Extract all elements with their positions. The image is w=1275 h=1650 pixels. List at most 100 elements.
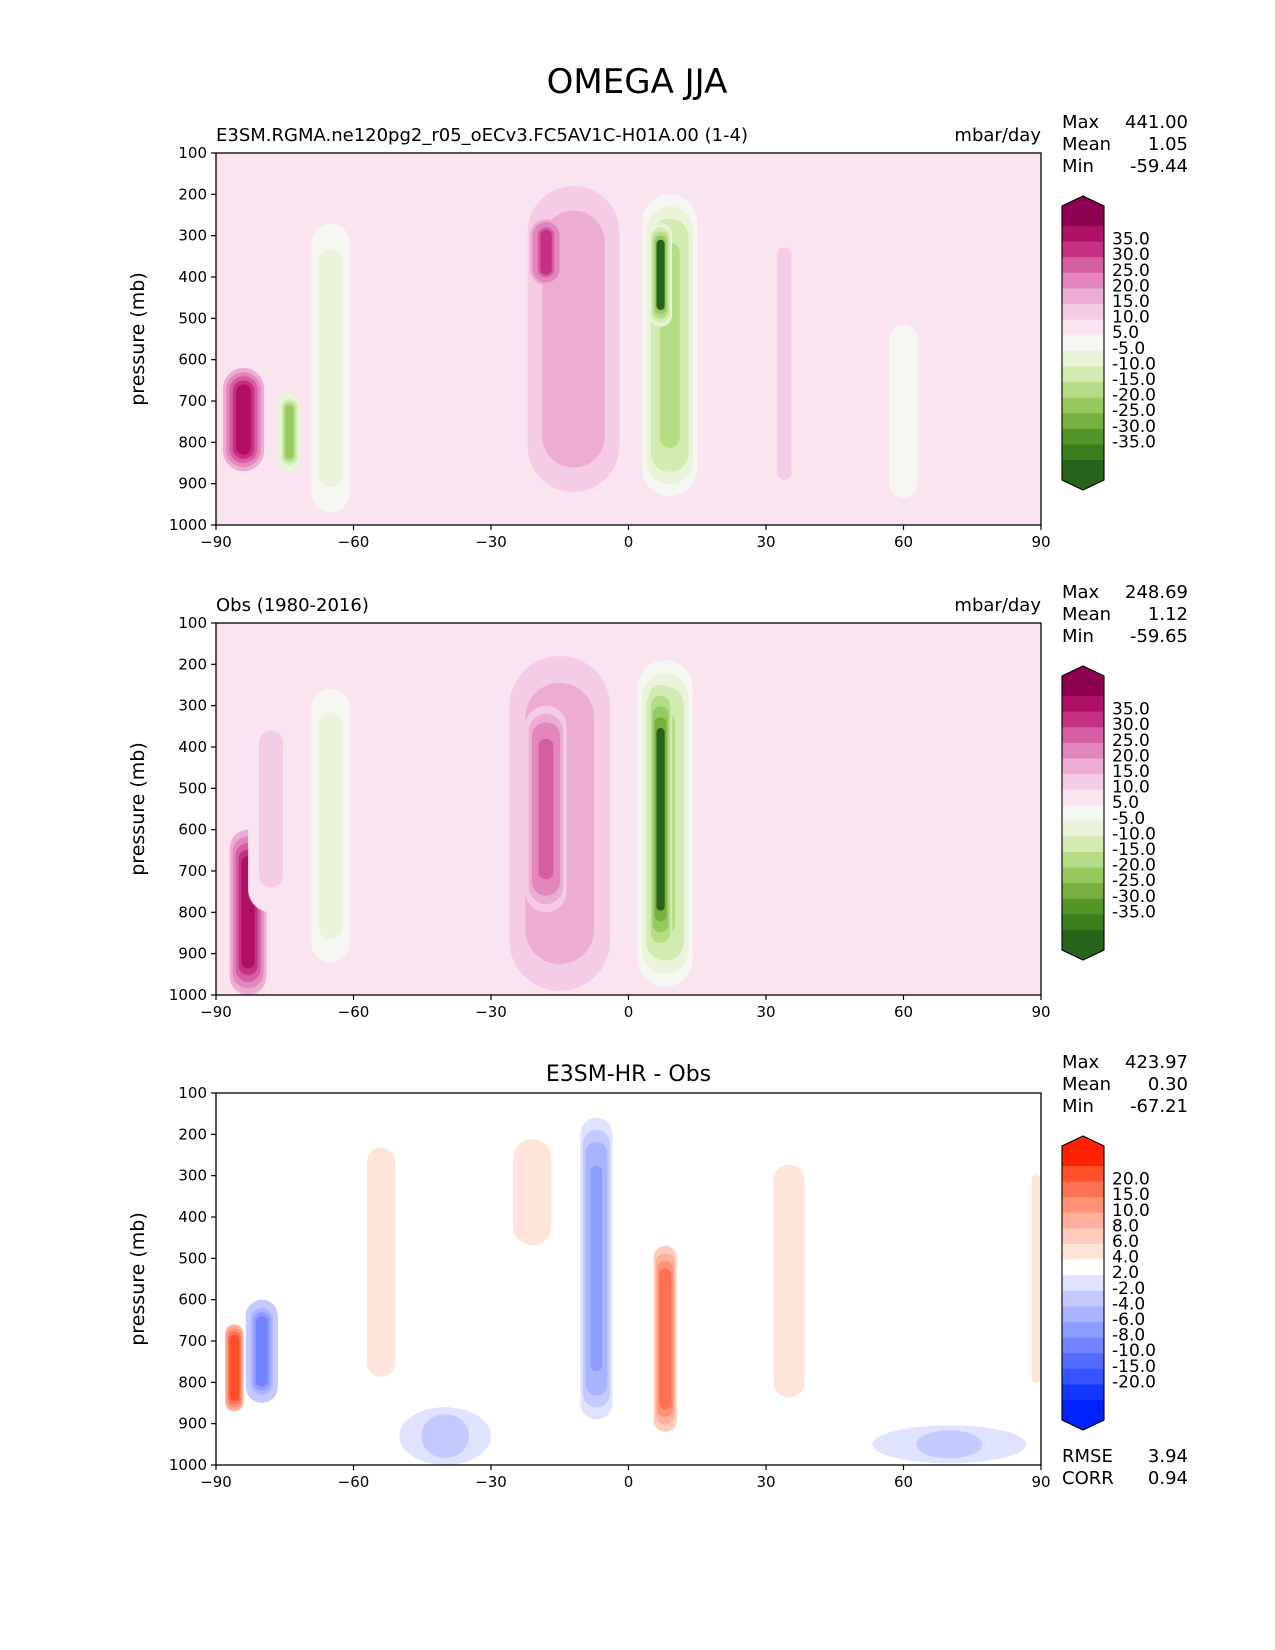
colorbar-label: 8.0 [1112, 1216, 1139, 1236]
colorbar-label: 15.0 [1112, 762, 1150, 782]
y-tick-label: 100 [178, 144, 207, 162]
x-tick-label: 90 [1031, 1003, 1050, 1021]
colorbar-label: -10.0 [1112, 354, 1156, 374]
contour-feature-1 [580, 1117, 613, 1420]
y-axis-label: pressure (mb) [127, 272, 149, 406]
contour-shell [824, 854, 891, 962]
colorbar-segment [1062, 1197, 1104, 1214]
colorbar-label: 20.0 [1112, 276, 1150, 296]
colorbar-label: -30.0 [1112, 887, 1156, 907]
y-tick-label: 600 [178, 821, 207, 839]
stat-value: 441.00 [1125, 112, 1188, 133]
y-tick-label: 800 [178, 903, 207, 921]
stat-label: Min [1062, 626, 1094, 647]
colorbar-segment [1062, 350, 1104, 367]
y-tick-label: 600 [178, 1291, 207, 1309]
colorbar-segment [1062, 1259, 1104, 1276]
contour-feature-2 [653, 1245, 677, 1432]
colorbar-segment [1062, 444, 1104, 461]
colorbar-label: -15.0 [1112, 1357, 1156, 1377]
contour-feature-6 [225, 1324, 244, 1412]
contour-feature-4 [509, 1134, 556, 1251]
y-tick-label: 1000 [169, 1456, 207, 1474]
stat-label: Max [1062, 1052, 1100, 1073]
x-tick-label: −90 [200, 1473, 232, 1491]
colorbar-label: -5.0 [1112, 809, 1145, 829]
colorbar-segment [1062, 428, 1104, 445]
x-tick-label: 0 [624, 533, 634, 551]
contour-shell [893, 334, 914, 489]
contour-shell [656, 239, 665, 311]
colorbar-label: 15.0 [1112, 1185, 1150, 1205]
colorbar-label: 6.0 [1112, 1232, 1139, 1252]
units-label: mbar/day [954, 595, 1041, 616]
colorbar-segment [1062, 774, 1104, 791]
x-tick-label: −60 [338, 1003, 370, 1021]
y-tick-label: 500 [178, 1249, 207, 1267]
contour-shell [322, 261, 339, 475]
y-tick-label: 1000 [169, 516, 207, 534]
y-tick-label: 500 [178, 309, 207, 327]
colorbar-segment [1062, 1244, 1104, 1261]
y-tick-label: 200 [178, 1125, 207, 1143]
contour-feature-8 [770, 210, 799, 517]
colorbar-label: -20.0 [1112, 856, 1156, 876]
contour-shell [590, 1166, 603, 1372]
colorbar-segment [1062, 836, 1104, 853]
colorbar-segment [1062, 758, 1104, 775]
stat-label: Min [1062, 156, 1094, 177]
colorbar-segment [1062, 1166, 1104, 1183]
panel-title: E3SM.RGMA.ne120pg2_r05_oECv3.FC5AV1C-H01… [216, 125, 748, 146]
stat-value: 1.12 [1148, 604, 1188, 625]
colorbar-label: -25.0 [1112, 401, 1156, 421]
colorbar-label: 20.0 [1112, 1170, 1150, 1190]
x-tick-label: −30 [475, 1003, 507, 1021]
plot-area [216, 1093, 1041, 1465]
colorbar-under-cap [1062, 1400, 1104, 1430]
contour-shell [540, 229, 552, 275]
y-tick-label: 400 [178, 738, 207, 756]
colorbar-segment [1062, 696, 1104, 713]
stat-label: Max [1062, 582, 1100, 603]
contour-feature-10 [1029, 1155, 1041, 1403]
colorbar-label: -30.0 [1112, 417, 1156, 437]
colorbar-label: -4.0 [1112, 1294, 1145, 1314]
colorbar-label: 2.0 [1112, 1263, 1139, 1283]
y-tick-label: 700 [178, 392, 207, 410]
x-tick-label: 0 [624, 1473, 634, 1491]
contour-shell [256, 1316, 268, 1387]
y-tick-label: 100 [178, 1084, 207, 1102]
x-tick-label: −60 [338, 533, 370, 551]
colorbar: 20.015.010.08.06.04.02.0-2.0-4.0-6.0-8.0… [1061, 1135, 1156, 1431]
x-tick-label: 30 [756, 1003, 775, 1021]
contour-shell [1033, 1194, 1039, 1364]
contour-features [222, 186, 931, 525]
colorbar-segment [1062, 413, 1104, 430]
y-tick-label: 900 [178, 475, 207, 493]
contour-feature-5 [307, 210, 354, 525]
x-tick-label: 30 [756, 533, 775, 551]
colorbar-segment [1062, 711, 1104, 728]
colorbar-segment [1062, 898, 1104, 915]
panel-title: Obs (1980-2016) [216, 595, 369, 616]
contour-features [225, 1117, 1041, 1465]
colorbar-segment [1062, 1275, 1104, 1292]
contour-shell [557, 235, 590, 443]
colorbar-segment [1062, 335, 1104, 352]
colorbar-segment [1062, 1212, 1104, 1229]
x-tick-label: 0 [624, 1003, 634, 1021]
colorbar-over-cap [1062, 666, 1104, 696]
y-tick-label: 900 [178, 1415, 207, 1433]
colorbar-segment [1062, 883, 1104, 900]
metric-value: 3.94 [1148, 1446, 1188, 1467]
y-axis-label: pressure (mb) [127, 742, 149, 876]
colorbar-over-cap [1062, 1136, 1104, 1166]
colorbar-label: 25.0 [1112, 731, 1150, 751]
x-tick-label: −30 [475, 1473, 507, 1491]
colorbar-segment [1062, 257, 1104, 274]
contour-shell [373, 1169, 389, 1356]
colorbar-segment [1062, 1181, 1104, 1198]
contour-feature-8 [857, 1423, 1041, 1465]
y-axis-label: pressure (mb) [127, 1212, 149, 1346]
colorbar-segment [1062, 366, 1104, 383]
